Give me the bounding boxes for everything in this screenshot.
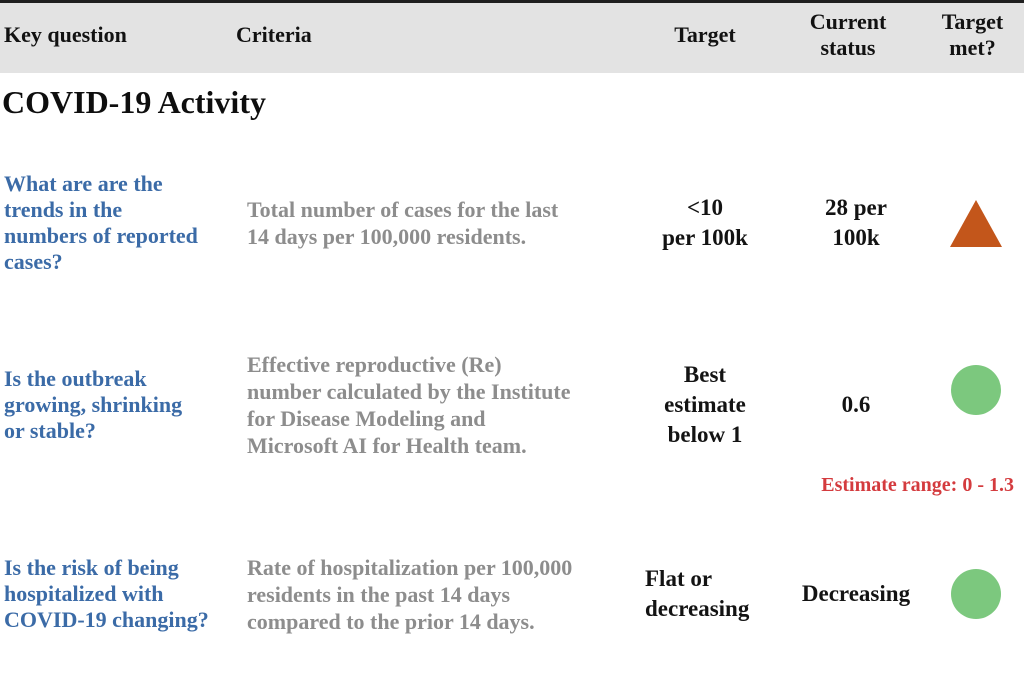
key-question-cell: Is the risk of being hospitalized with C… — [4, 555, 209, 632]
column-header-target: Target — [674, 22, 736, 47]
column-header-current-status: Current status — [809, 9, 887, 60]
triangle-up-icon — [950, 199, 1002, 247]
target-cell: Best estimate below 1 — [664, 362, 746, 447]
column-header-criteria: Criteria — [236, 22, 312, 47]
key-question-cell: Is the outbreak growing, shrinking or st… — [4, 366, 183, 443]
criteria-cell: Total number of cases for the last 14 da… — [247, 197, 559, 249]
current-status-cell: 0.6 — [841, 392, 871, 417]
table-row: Is the risk of being hospitalized with C… — [0, 544, 1024, 644]
green-circle-icon — [951, 365, 1001, 415]
target-met-cell — [928, 544, 1024, 644]
current-status-cell: Decreasing — [801, 581, 911, 606]
estimate-range-note: Estimate range: 0 - 1.3 — [821, 474, 1014, 496]
target-cell: <10 per 100k — [662, 195, 748, 250]
table-row: Is the outbreak growing, shrinking or st… — [0, 346, 1024, 464]
table-header-row: Key question Criteria Target Current sta… — [0, 3, 1024, 73]
target-cell: Flat or decreasing — [645, 566, 750, 621]
top-edge-divider — [0, 0, 1024, 3]
criteria-cell: Rate of hospitalization per 100,000 resi… — [247, 554, 573, 634]
target-met-cell — [928, 167, 1024, 279]
target-met-cell — [928, 346, 1024, 464]
section-title: COVID-19 Activity — [2, 84, 266, 120]
criteria-cell: Effective reproductive (Re) number calcu… — [247, 352, 571, 458]
key-question-cell: What are are the trends in the numbers o… — [4, 171, 198, 274]
green-circle-icon — [951, 569, 1001, 619]
column-header-target-met: Target met? — [941, 9, 1004, 60]
column-header-key-question: Key question — [4, 22, 127, 47]
table-row: What are are the trends in the numbers o… — [0, 167, 1024, 279]
current-status-cell: 28 per 100k — [825, 195, 887, 250]
